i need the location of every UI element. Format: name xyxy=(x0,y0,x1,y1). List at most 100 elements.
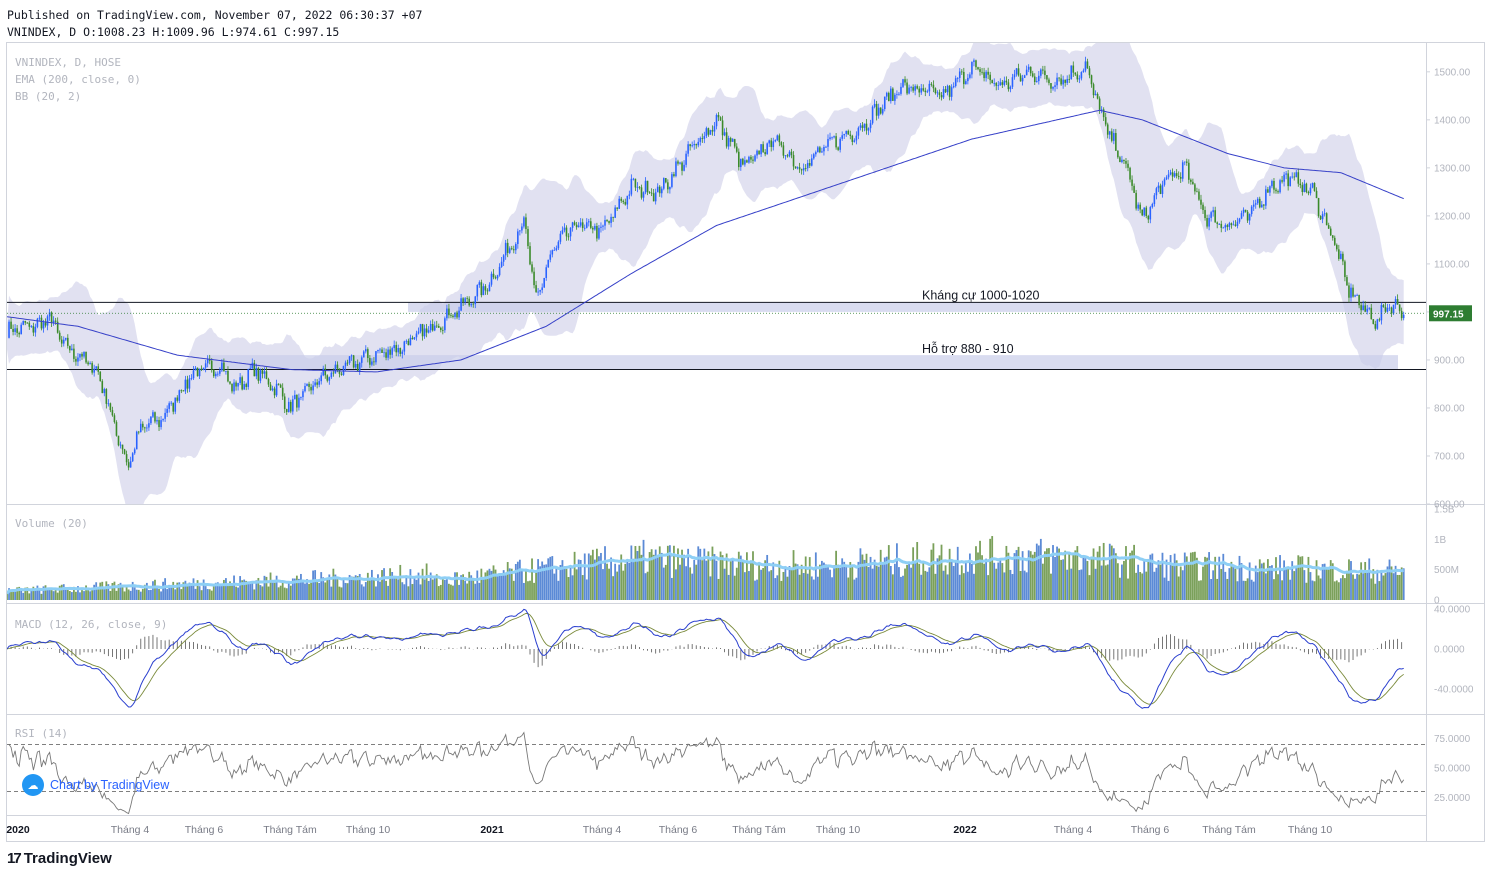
volume-bar xyxy=(1262,562,1265,600)
candle-body xyxy=(940,95,943,98)
volume-bar xyxy=(713,554,716,600)
candle-body xyxy=(1295,172,1298,178)
volume-bar xyxy=(743,572,746,600)
volume-bar xyxy=(1019,571,1022,600)
volume-bar xyxy=(845,567,848,600)
candle-body xyxy=(1175,173,1178,176)
candle-body xyxy=(22,320,25,325)
candle-body xyxy=(612,216,614,218)
volume-bar xyxy=(768,571,771,600)
tradingview-brand[interactable]: 17 TradingView xyxy=(7,850,112,867)
candle-body xyxy=(202,367,205,371)
volume-bar xyxy=(589,555,592,600)
candle-body xyxy=(1327,225,1330,229)
candle-body xyxy=(190,378,193,379)
candle-body xyxy=(480,282,483,296)
candle-body xyxy=(1254,203,1257,205)
volume-bar xyxy=(1076,546,1079,600)
candle-body xyxy=(658,186,661,194)
volume-bar xyxy=(125,585,128,600)
volume-bar xyxy=(762,568,765,600)
candle-body xyxy=(1378,319,1381,321)
candle-body xyxy=(699,138,702,142)
candle-body xyxy=(1005,80,1008,83)
volume-bar xyxy=(881,563,884,600)
chart-by-text: Chart by TradingView xyxy=(50,778,170,792)
candle-body xyxy=(12,328,14,332)
volume-bar xyxy=(701,560,704,600)
volume-bar xyxy=(87,589,89,600)
volume-bar xyxy=(545,564,548,600)
time-tick-label: Tháng 4 xyxy=(583,824,622,836)
volume-bar xyxy=(1100,565,1103,600)
volume-bar xyxy=(75,591,77,600)
candle-body xyxy=(16,328,18,333)
candle-body xyxy=(387,349,389,358)
candle-body xyxy=(144,427,146,429)
candle-body xyxy=(115,422,118,436)
volume-bar xyxy=(131,581,134,600)
candle-body xyxy=(271,388,274,391)
candle-body xyxy=(316,382,318,385)
candle-body xyxy=(1100,109,1103,111)
candle-body xyxy=(174,397,177,412)
volume-bar xyxy=(20,588,23,600)
volume-bar xyxy=(952,566,955,600)
candle-body xyxy=(93,368,95,373)
candle-body xyxy=(229,381,231,384)
candle-body xyxy=(1080,72,1083,79)
volume-bar xyxy=(1017,546,1020,600)
candle-body xyxy=(206,359,209,364)
macd-pane xyxy=(7,608,1404,709)
candle-body xyxy=(569,227,572,237)
chart-by-tradingview-badge[interactable]: ☁ Chart by TradingView xyxy=(22,774,169,796)
volume-bar xyxy=(1027,550,1030,600)
candle-body xyxy=(214,373,217,377)
volume-bar xyxy=(652,554,655,600)
candle-body xyxy=(298,397,300,408)
volume-bar xyxy=(133,587,136,600)
volume-bar xyxy=(1078,570,1081,600)
volume-bar xyxy=(920,574,923,600)
volume-bar xyxy=(877,566,880,600)
volume-bar xyxy=(1350,561,1352,600)
volume-bar xyxy=(1376,569,1379,600)
candle-body xyxy=(442,329,444,331)
candle-body xyxy=(673,174,675,177)
candle-body xyxy=(421,324,424,337)
candle-body xyxy=(188,378,191,389)
candle-body xyxy=(701,138,704,139)
candle-body xyxy=(148,423,150,428)
volume-bar xyxy=(251,581,254,600)
volume-bar xyxy=(1149,554,1152,600)
volume-bar xyxy=(1303,570,1306,600)
candle-body xyxy=(492,273,495,278)
volume-bar xyxy=(1175,560,1178,600)
candle-body xyxy=(1360,305,1362,311)
candle-body xyxy=(247,369,250,387)
volume-bar xyxy=(859,548,862,600)
volume-bar xyxy=(344,582,347,600)
candle-body xyxy=(308,383,310,387)
volume-bar xyxy=(721,555,724,600)
candle-body xyxy=(490,273,493,285)
volume-bar xyxy=(502,570,505,600)
volume-bar xyxy=(291,578,294,600)
candle-body xyxy=(563,227,566,231)
volume-bar xyxy=(1264,573,1267,600)
volume-bar xyxy=(356,576,359,600)
volume-bar xyxy=(940,544,943,600)
volume-bar xyxy=(154,579,156,600)
candle-body xyxy=(103,389,106,394)
volume-bar xyxy=(664,564,667,600)
volume-bar xyxy=(403,584,406,600)
candle-body xyxy=(1145,207,1148,216)
volume-bar xyxy=(1313,581,1316,600)
candle-body xyxy=(121,444,124,450)
candle-body xyxy=(1137,204,1139,209)
volume-bar xyxy=(245,580,248,600)
volume-bar xyxy=(508,568,511,600)
volume-bar xyxy=(72,586,75,600)
volume-bar xyxy=(1297,555,1300,600)
